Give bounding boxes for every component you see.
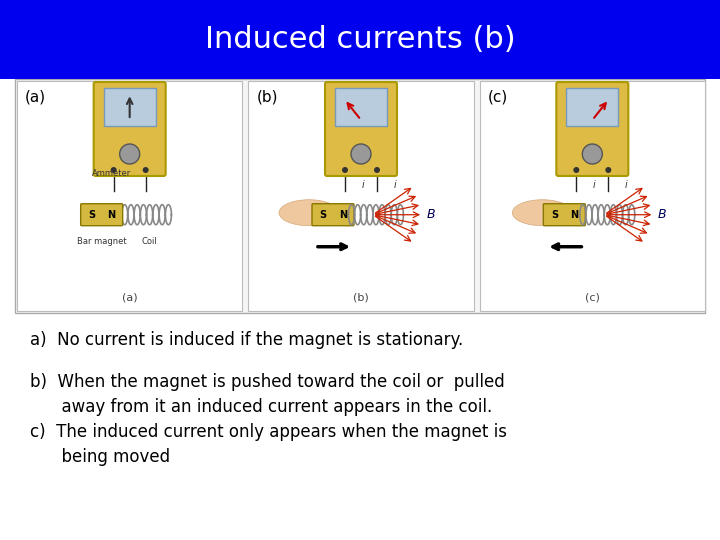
Text: (a): (a)	[122, 293, 138, 303]
Circle shape	[582, 144, 603, 164]
Bar	[567, 88, 618, 126]
Circle shape	[111, 167, 117, 173]
FancyBboxPatch shape	[312, 204, 354, 226]
Text: (a): (a)	[25, 89, 46, 104]
Text: N: N	[339, 210, 347, 220]
Text: Induced currents (b): Induced currents (b)	[204, 25, 516, 54]
Circle shape	[573, 167, 580, 173]
Ellipse shape	[279, 200, 339, 226]
Circle shape	[143, 167, 148, 173]
Text: (c): (c)	[585, 293, 600, 303]
Text: B: B	[658, 208, 667, 221]
Text: i: i	[625, 180, 628, 190]
Bar	[0, 0, 720, 79]
Text: N: N	[107, 210, 116, 220]
Bar	[15, 79, 705, 313]
Text: (c): (c)	[487, 89, 508, 104]
Text: (b): (b)	[256, 89, 278, 104]
Text: i: i	[361, 180, 364, 190]
Circle shape	[342, 167, 348, 173]
Text: N: N	[570, 210, 578, 220]
Text: i: i	[593, 180, 595, 190]
Text: S: S	[320, 210, 327, 220]
Bar	[480, 81, 705, 311]
Text: i: i	[394, 180, 397, 190]
Circle shape	[120, 144, 140, 164]
Text: b)  When the magnet is pushed toward the coil or  pulled
      away from it an i: b) When the magnet is pushed toward the …	[30, 373, 505, 416]
Text: (b): (b)	[353, 293, 369, 303]
Bar	[335, 88, 387, 126]
Text: Bar magnet: Bar magnet	[77, 237, 127, 246]
Circle shape	[606, 167, 611, 173]
Text: Coil: Coil	[142, 237, 158, 246]
Circle shape	[351, 144, 371, 164]
FancyBboxPatch shape	[325, 82, 397, 176]
Text: a)  No current is induced if the magnet is stationary.: a) No current is induced if the magnet i…	[30, 331, 463, 349]
FancyBboxPatch shape	[94, 82, 166, 176]
FancyBboxPatch shape	[544, 204, 585, 226]
FancyBboxPatch shape	[81, 204, 122, 226]
Text: B: B	[427, 208, 436, 221]
FancyBboxPatch shape	[557, 82, 629, 176]
Ellipse shape	[513, 200, 572, 226]
Bar	[104, 88, 156, 126]
Bar	[17, 81, 243, 311]
Text: c)  The induced current only appears when the magnet is
      being moved: c) The induced current only appears when…	[30, 423, 507, 466]
Circle shape	[374, 167, 380, 173]
Text: S: S	[88, 210, 95, 220]
Text: S: S	[551, 210, 558, 220]
Bar	[248, 81, 474, 311]
Text: Ammeter: Ammeter	[92, 170, 131, 179]
